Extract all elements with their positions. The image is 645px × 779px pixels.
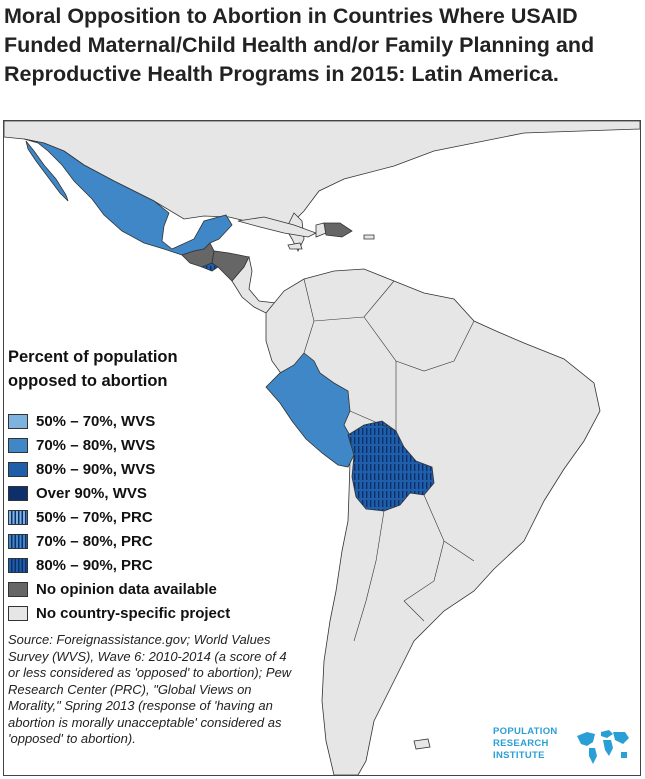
pri-logo: POPULATION RESEARCH INSTITUTE [493,724,633,768]
legend: 50% – 70%, WVS 70% – 80%, WVS 80% – 90%,… [8,409,268,625]
legend-swatch [8,485,28,501]
map-title: Moral Opposition to Abortion in Countrie… [4,4,595,86]
legend-label: 50% – 70%, WVS [36,412,156,430]
legend-label: No country-specific project [36,604,231,622]
legend-label: 70% – 80%, PRC [36,532,153,550]
legend-label: Over 90%, WVS [36,484,147,502]
south-america-landmass [265,268,601,775]
legend-swatch [8,413,28,429]
legend-item-no-project: No country-specific project [8,601,268,625]
legend-swatch [8,461,28,477]
country-dominican-republic [323,222,353,238]
legend-item-no-opinion: No opinion data available [8,577,268,601]
world-map-icon [577,730,629,764]
country-mexico [23,138,233,256]
country-borders [303,278,475,642]
logo-text: POPULATION RESEARCH INSTITUTE [493,726,558,762]
legend-label: 70% – 80%, WVS [36,436,156,454]
legend-label: 50% – 70%, PRC [36,508,153,526]
legend-item-prc-80-90: 80% – 90%, PRC [8,553,268,577]
legend-swatch [8,605,28,621]
legend-item-wvs-70-80: 70% – 80%, WVS [8,433,268,457]
legend-label: No opinion data available [36,580,217,598]
legend-item-wvs-80-90: 80% – 90%, WVS [8,457,268,481]
jamaica-landmass [287,242,303,250]
logo-line1: POPULATION [493,726,558,737]
legend-swatch [8,581,28,597]
legend-swatch [8,509,28,525]
central-america-south [231,255,281,314]
falklands-landmass [413,738,431,750]
logo-line3: INSTITUTE [493,750,545,761]
map-svg [4,121,640,775]
logo-line2: RESEARCH [493,738,549,749]
baja-california [25,140,69,202]
legend-item-wvs-over-90: Over 90%, WVS [8,481,268,505]
legend-label: 80% – 90%, PRC [36,556,153,574]
map-frame [3,120,641,776]
legend-swatch [8,557,28,573]
cuba-landmass [237,216,318,238]
legend-item-prc-70-80: 70% – 80%, PRC [8,529,268,553]
legend-title: Percent of population opposed to abortio… [8,348,178,390]
source-note: Source: Foreignassistance.gov; World Val… [8,632,292,746]
legend-swatch [8,533,28,549]
legend-item-prc-50-70: 50% – 70%, PRC [8,505,268,529]
puerto-rico-landmass [363,234,375,240]
legend-item-wvs-50-70: 50% – 70%, WVS [8,409,268,433]
legend-label: 80% – 90%, WVS [36,460,156,478]
legend-swatch [8,437,28,453]
